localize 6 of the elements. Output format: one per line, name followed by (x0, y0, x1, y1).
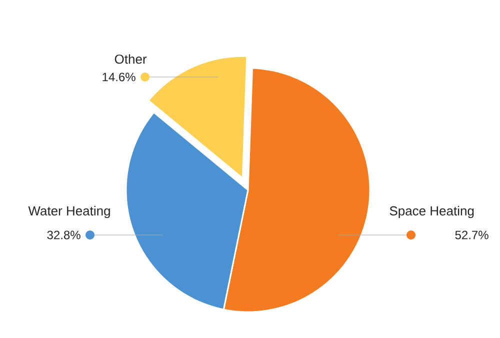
slice-label: Space Heating (390, 206, 474, 218)
slice-label: Water Heating (28, 206, 110, 218)
data-label: 14.6% (102, 72, 136, 82)
data-label: 32.8% (47, 230, 80, 240)
data-label: 52.7% (455, 230, 488, 240)
slice-label: Other (114, 54, 147, 64)
